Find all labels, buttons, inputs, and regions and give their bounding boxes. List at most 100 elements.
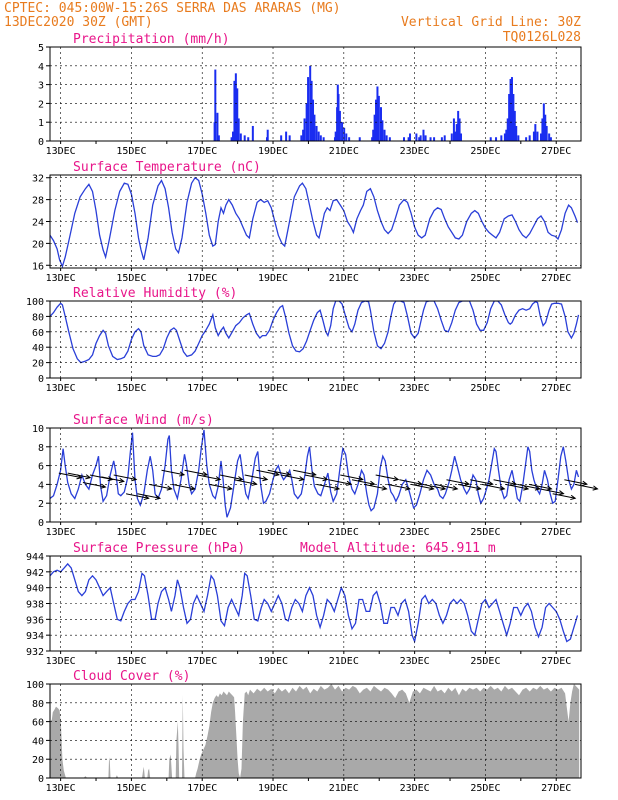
rh-title: Relative Humidity (%) xyxy=(73,286,237,301)
rh-ytick-label: 60 xyxy=(32,328,44,339)
wind-arrow xyxy=(67,472,92,480)
precip-xtick-label: 27DEC xyxy=(541,146,571,157)
wind-arrow-shaft xyxy=(82,482,106,488)
temp-xtick-label: 21DEC xyxy=(329,273,359,284)
cloud-ytick-label: 60 xyxy=(32,718,44,729)
wind-xtick-label: 17DEC xyxy=(187,527,217,538)
precip-ytick-label: 1 xyxy=(38,118,44,129)
cloud-xtick-label: 19DEC xyxy=(258,783,288,794)
wind-arrow-shaft xyxy=(197,474,221,480)
wind-arrow-head xyxy=(592,485,599,491)
precip-bar xyxy=(247,137,250,141)
press-xtick-label: 23DEC xyxy=(400,656,430,667)
precip-bar xyxy=(322,137,325,141)
wind-arrow-head xyxy=(285,471,292,477)
wind-arrow-head xyxy=(570,494,577,501)
wind-arrow-shaft xyxy=(293,469,316,476)
precip-bar xyxy=(517,135,520,141)
cloud-xtick-label: 17DEC xyxy=(187,783,217,794)
wind-arrow-shaft xyxy=(328,479,352,485)
rh-panel: 0 20 40 60 80 100 13DEC 15DEC 17DEC 19DEC 21DEC 23D… xyxy=(26,286,582,394)
press-ytick-label: 934 xyxy=(26,631,44,642)
wind-arrow xyxy=(244,474,269,482)
wind-arrow xyxy=(564,479,588,486)
precip-bar xyxy=(508,94,511,141)
wind-arrow-head xyxy=(143,494,150,501)
header-station: CPTEC: 045:00W-15:26S SERRA DAS ARARAS (… xyxy=(4,1,341,16)
wind-arrow-shaft xyxy=(101,476,124,482)
precip-bar xyxy=(440,137,443,141)
wind-arrow-head xyxy=(523,485,530,491)
precip-xtick-label: 15DEC xyxy=(116,146,146,157)
wind-arrow-shaft xyxy=(304,474,328,480)
wind-arrow-shaft xyxy=(58,472,82,479)
precip-bar xyxy=(418,137,421,141)
wind-xtick-label: 13DEC xyxy=(46,527,76,538)
precip-bar xyxy=(534,124,537,141)
temp-xtick-label: 25DEC xyxy=(470,273,500,284)
press-data-layer xyxy=(50,562,579,644)
wind-arrow xyxy=(256,469,281,477)
precip-bar xyxy=(443,135,446,141)
rh-ytick-label: 80 xyxy=(32,312,44,323)
wind-arrow-head xyxy=(273,471,281,477)
precip-bar xyxy=(234,73,237,141)
temp-xtick-label: 13DEC xyxy=(46,273,76,284)
wind-arrow-shaft xyxy=(458,483,481,490)
cloud-title: Cloud Cover (%) xyxy=(73,669,190,684)
precip-bar xyxy=(388,137,391,141)
precip-frame xyxy=(49,46,582,142)
wind-arrow-head xyxy=(581,480,588,486)
wind-arrow xyxy=(505,483,530,491)
precip-bar xyxy=(403,137,405,141)
wind-arrow xyxy=(517,483,541,491)
precip-bar xyxy=(236,88,239,141)
precip-bar xyxy=(509,78,512,141)
wind-arrow-head xyxy=(131,476,138,482)
cloud-ytick-label: 20 xyxy=(32,755,44,766)
precip-bar xyxy=(319,135,322,141)
wind-xtick-label: 19DEC xyxy=(258,527,288,538)
rh-xtick-label: 15DEC xyxy=(116,383,146,394)
wind-arrow xyxy=(540,488,565,496)
wind-arrow-shaft xyxy=(244,474,268,480)
precip-bar xyxy=(381,120,384,141)
temp-xtick-label: 19DEC xyxy=(258,273,288,284)
precip-bar xyxy=(525,137,528,141)
wind-frame xyxy=(49,427,582,523)
precip-bar xyxy=(302,129,305,141)
cloud-ytick-label: 80 xyxy=(32,699,44,710)
wind-ytick-label: 6 xyxy=(38,462,44,473)
precip-bar xyxy=(300,135,303,141)
wind-arrow-head xyxy=(215,476,222,482)
wind-arrow-shaft xyxy=(410,483,434,490)
precip-ytick-label: 4 xyxy=(38,62,44,73)
wind-arrow-head xyxy=(487,480,494,486)
wind-arrow-head xyxy=(558,490,565,496)
wind-arrow xyxy=(446,479,471,486)
wind-arrow xyxy=(434,483,459,491)
precip-bar xyxy=(377,95,380,141)
rh-ytick-label: 0 xyxy=(38,374,44,385)
press-ytick-label: 936 xyxy=(26,615,44,626)
wind-arrow-head xyxy=(334,485,341,491)
precip-bar xyxy=(536,131,539,141)
rh-ytick-label: 20 xyxy=(32,359,44,370)
precip-xtick-label: 13DEC xyxy=(46,146,76,157)
cloud-frame xyxy=(49,683,582,779)
wind-arrow-head xyxy=(369,480,376,486)
header-date: 13DEC2020 30Z (GMT) xyxy=(4,15,153,30)
press-ytick-label: 944 xyxy=(26,552,44,563)
precip-bar xyxy=(239,133,242,141)
wind-arrow-shaft xyxy=(574,483,598,490)
temp-data-layer xyxy=(50,176,579,268)
wind-arrow-shaft xyxy=(316,483,340,490)
wind-arrow-shaft xyxy=(422,483,446,490)
cloud-ytick-label: 0 xyxy=(38,774,44,785)
press-title: Surface Pressure (hPa) xyxy=(73,541,245,556)
press-ytick-label: 940 xyxy=(26,584,44,595)
rh-data-layer xyxy=(50,301,580,364)
precip-bar xyxy=(539,133,542,141)
wind-arrow-shaft xyxy=(351,479,375,485)
precip-bar xyxy=(528,135,531,141)
